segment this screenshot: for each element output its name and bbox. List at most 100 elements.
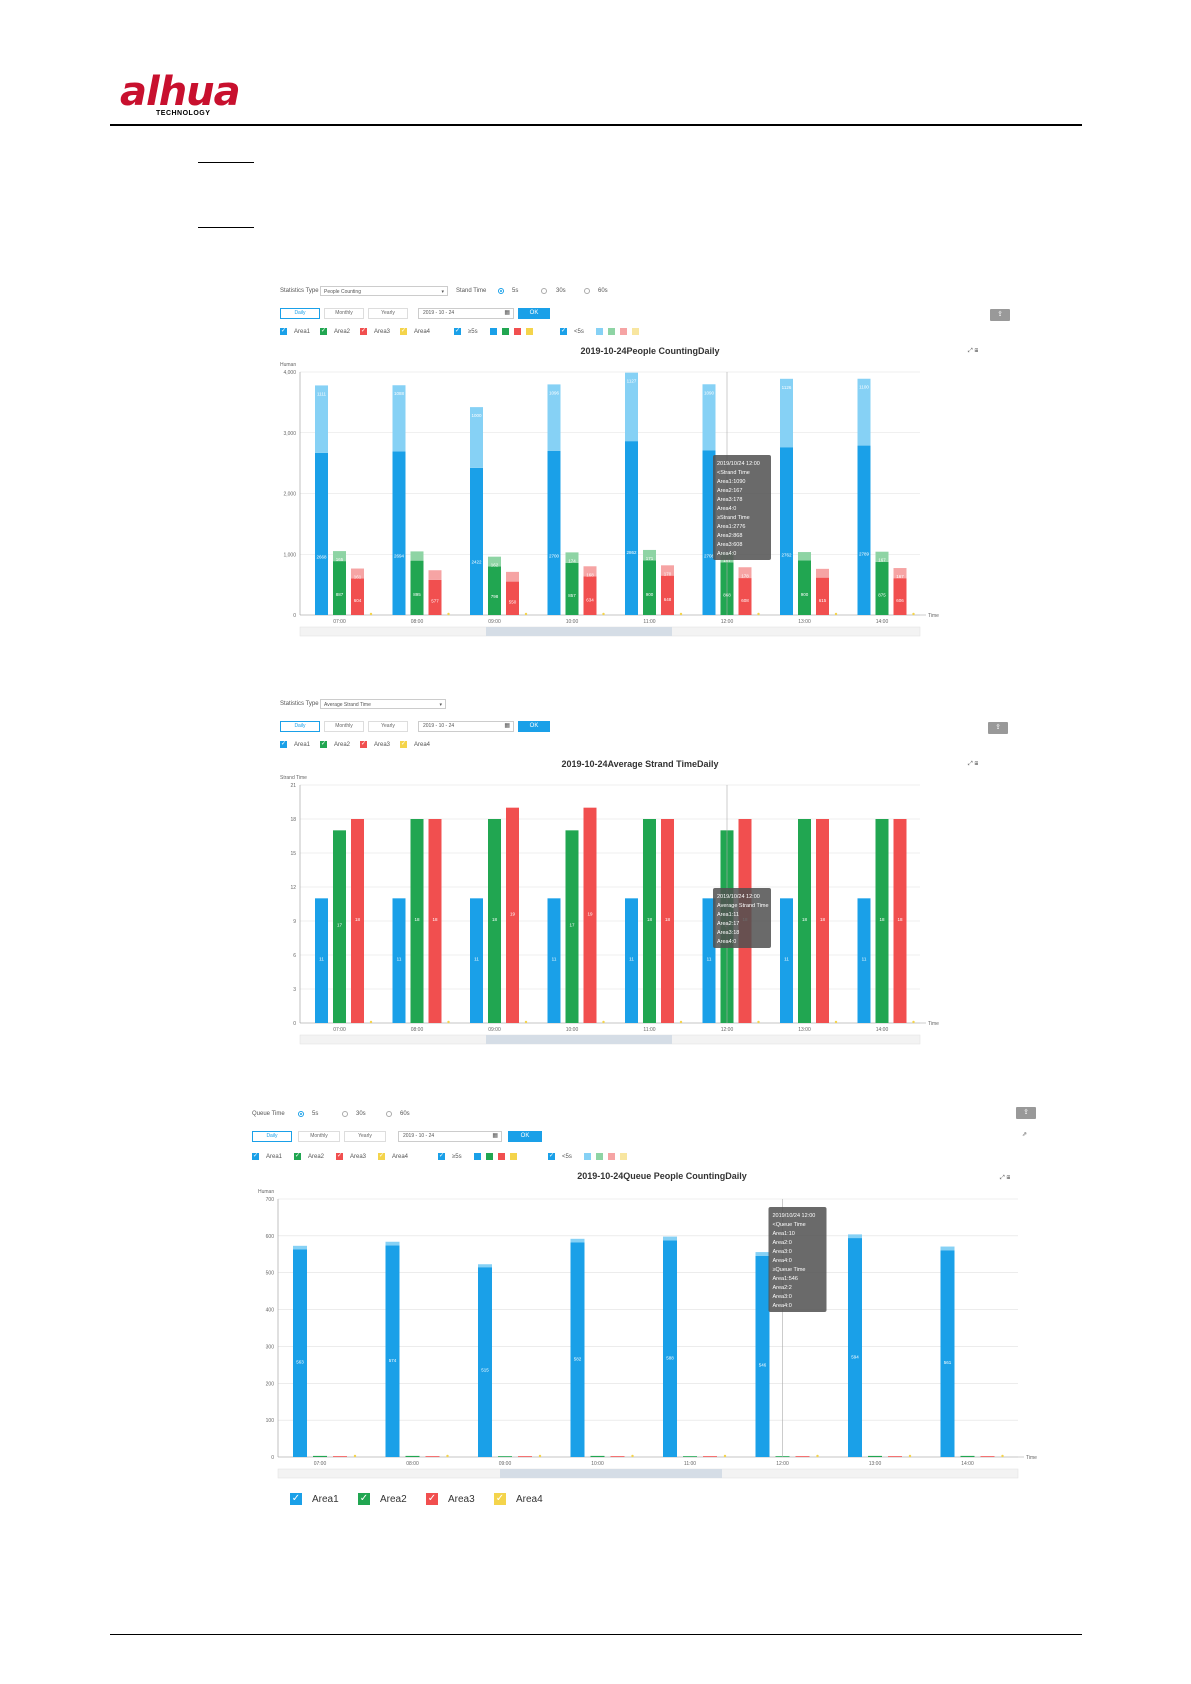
area2-legend-label: Area2 bbox=[308, 1154, 325, 1160]
tooltip-line: Area2:0 bbox=[773, 1240, 792, 1246]
bar-area2 bbox=[875, 561, 889, 615]
bar-area1-light bbox=[848, 1234, 862, 1239]
radio-5s[interactable] bbox=[298, 1111, 304, 1117]
area1-checkbox[interactable]: ✓ bbox=[280, 328, 287, 335]
chevron-down-icon: ▾ bbox=[439, 702, 442, 708]
bar-data-label: 18 bbox=[432, 917, 438, 922]
area2-checkbox[interactable]: ✓ bbox=[320, 328, 327, 335]
tooltip-line: Area1:10 bbox=[773, 1231, 795, 1237]
tab-yearly[interactable]: Yearly bbox=[368, 721, 408, 732]
area4-checkbox[interactable]: ✓ bbox=[378, 1153, 385, 1160]
tab-daily[interactable]: Daily bbox=[280, 721, 320, 732]
x-tick-label: 08:00 bbox=[406, 1461, 419, 1467]
area4-checkbox[interactable]: ✓ bbox=[400, 328, 407, 335]
bar-data-label: 574 bbox=[389, 1358, 397, 1363]
bar-data-label: 582 bbox=[574, 1356, 582, 1361]
checkbox-icon: ✓ bbox=[494, 1493, 506, 1505]
area1-checkbox[interactable]: ✓ bbox=[280, 741, 287, 748]
lt5s-checkbox[interactable]: ✓ bbox=[548, 1153, 555, 1160]
swatch bbox=[502, 328, 509, 335]
ge5s-checkbox[interactable]: ✓ bbox=[438, 1153, 445, 1160]
tab-yearly[interactable]: Yearly bbox=[344, 1131, 386, 1142]
stat-type-select[interactable]: People Counting ▾ bbox=[320, 286, 448, 296]
bar-data-label: 18 bbox=[355, 917, 361, 922]
ok-button[interactable]: OK bbox=[518, 308, 550, 319]
ok-button[interactable]: OK bbox=[508, 1131, 542, 1142]
bar-area1 bbox=[702, 898, 716, 1023]
date-picker[interactable]: 2019 - 10 - 24 ▦ bbox=[398, 1131, 502, 1142]
bar-area1 bbox=[780, 447, 793, 615]
y-tick-label: 0 bbox=[293, 1021, 296, 1027]
bar-data-label: 165 bbox=[336, 557, 344, 562]
tooltip-line: Area3:608 bbox=[717, 542, 742, 548]
step-marker-2 bbox=[198, 227, 254, 228]
area2-checkbox[interactable]: ✓ bbox=[320, 741, 327, 748]
tab-daily[interactable]: Daily bbox=[252, 1131, 292, 1142]
chart-tool-icons[interactable]: ⤢ ⊞ bbox=[968, 348, 979, 354]
bar-area1 bbox=[478, 1267, 492, 1457]
date-picker[interactable]: 2019 - 10 - 24 ▦ bbox=[418, 721, 514, 732]
bar-area1 bbox=[625, 898, 638, 1023]
chart-tool-icons[interactable]: ⤢ ⊞ bbox=[1000, 1175, 1011, 1181]
tab-yearly[interactable]: Yearly bbox=[368, 308, 408, 319]
bar-area2 bbox=[643, 560, 656, 615]
swatch bbox=[510, 1153, 517, 1160]
lt5s-checkbox[interactable]: ✓ bbox=[560, 328, 567, 335]
bar-area1 bbox=[848, 1238, 862, 1457]
area3-checkbox[interactable]: ✓ bbox=[360, 741, 367, 748]
export-icon[interactable]: ⇪ bbox=[990, 309, 1010, 321]
area3-checkbox[interactable]: ✓ bbox=[360, 328, 367, 335]
bar-area1 bbox=[857, 898, 871, 1023]
area1-checkbox[interactable]: ✓ bbox=[252, 1153, 259, 1160]
tab-daily[interactable]: Daily bbox=[280, 308, 320, 319]
lt5s-label: <5s bbox=[562, 1154, 572, 1160]
tab-monthly[interactable]: Monthly bbox=[298, 1131, 340, 1142]
bar-area1 bbox=[570, 1242, 585, 1457]
bar-area3-light bbox=[583, 566, 597, 577]
share-icon[interactable]: ⇗ bbox=[1022, 1132, 1028, 1138]
stat-type-select[interactable]: Average Strand Time ▾ bbox=[320, 699, 446, 709]
chart-tool-icons[interactable]: ⤢ ⊞ bbox=[968, 761, 979, 767]
bar-area4-marker bbox=[631, 1454, 634, 1458]
bar-data-label: 2694 bbox=[394, 554, 405, 559]
radio-5s[interactable] bbox=[498, 288, 504, 294]
bar-area1-light bbox=[470, 407, 483, 468]
ok-button[interactable]: OK bbox=[518, 721, 550, 732]
export-icon[interactable]: ⇪ bbox=[988, 722, 1008, 734]
stat-type-label: Statistics Type bbox=[280, 701, 319, 707]
tooltip-line: Area4:0 bbox=[773, 1258, 792, 1264]
bar-area1 bbox=[547, 898, 561, 1023]
logo-subtitle: TECHNOLOGY bbox=[156, 110, 211, 117]
ge5s-checkbox[interactable]: ✓ bbox=[454, 328, 461, 335]
bar-area3 bbox=[795, 1456, 810, 1457]
bar-data-label: 2708 bbox=[704, 553, 715, 558]
area4-checkbox[interactable]: ✓ bbox=[400, 741, 407, 748]
bar-area4-marker bbox=[723, 1454, 727, 1458]
area3-checkbox[interactable]: ✓ bbox=[336, 1153, 343, 1160]
date-picker[interactable]: 2019 - 10 - 24 ▦ bbox=[418, 308, 514, 319]
radio-30s[interactable] bbox=[342, 1111, 348, 1117]
radio-60s[interactable] bbox=[386, 1111, 392, 1117]
queue-time-label: Queue Time bbox=[252, 1111, 285, 1117]
radio-60s[interactable] bbox=[584, 288, 590, 294]
tab-monthly[interactable]: Monthly bbox=[324, 721, 364, 732]
stat-type-label: Statistics Type bbox=[280, 288, 319, 294]
bar-area3-light bbox=[738, 567, 752, 579]
export-icon[interactable]: ⇪ bbox=[1016, 1107, 1036, 1119]
y-tick-label: 1,000 bbox=[283, 552, 296, 558]
bar-data-label: 162 bbox=[491, 563, 499, 568]
tab-monthly[interactable]: Monthly bbox=[324, 308, 364, 319]
x-tick-label: 12:00 bbox=[721, 1027, 734, 1033]
bar-data-label: 167 bbox=[878, 558, 886, 563]
x-tick-label: 14:00 bbox=[876, 1027, 889, 1033]
area2-checkbox[interactable]: ✓ bbox=[294, 1153, 301, 1160]
bar-area2 bbox=[313, 1455, 327, 1457]
bar-area4-marker bbox=[369, 612, 373, 616]
ge5s-label: ≥5s bbox=[452, 1154, 462, 1160]
bar-data-label: 17 bbox=[569, 923, 575, 928]
radio-30s[interactable] bbox=[541, 288, 547, 294]
bar-area3 bbox=[428, 579, 442, 615]
bar-data-label: 11 bbox=[319, 957, 324, 962]
bar-data-label: 18 bbox=[897, 917, 903, 922]
bar-area1 bbox=[315, 452, 328, 615]
